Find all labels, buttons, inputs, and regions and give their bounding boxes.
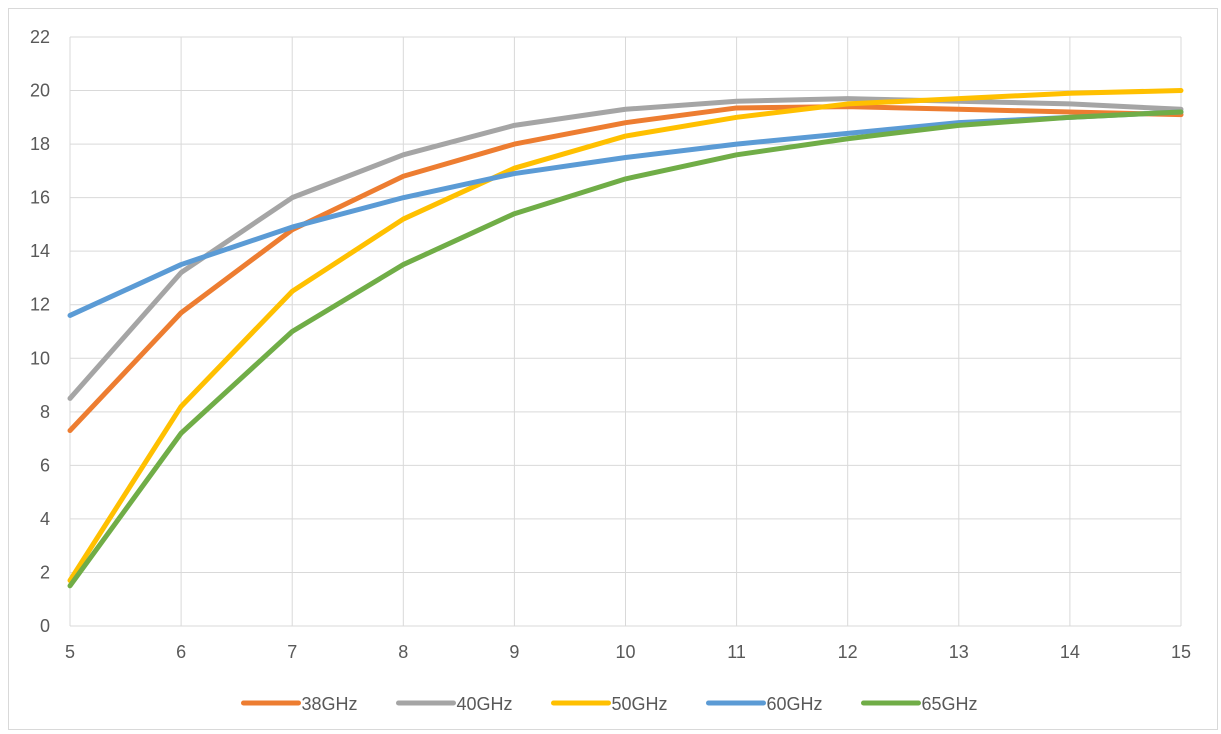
y-tick-label: 6 [40, 455, 50, 475]
x-tick-label: 9 [509, 642, 519, 662]
series-line-40ghz [67, 96, 1184, 401]
y-tick-label: 18 [30, 134, 50, 154]
x-tick-label: 15 [1171, 642, 1191, 662]
y-tick-label: 8 [40, 402, 50, 422]
x-tick-label: 14 [1060, 642, 1080, 662]
y-tick-label: 16 [30, 188, 50, 208]
y-tick-label: 22 [30, 27, 50, 47]
x-tick-label: 13 [949, 642, 969, 662]
series-line-65ghz [67, 109, 1184, 589]
y-tick-label: 12 [30, 295, 50, 315]
x-tick-label: 7 [287, 642, 297, 662]
legend-label: 40GHz [457, 694, 513, 714]
series-line-38ghz [67, 104, 1184, 434]
y-tick-label: 20 [30, 81, 50, 101]
x-tick-label: 10 [615, 642, 635, 662]
series-line-50ghz [67, 88, 1184, 583]
x-tick-label: 6 [176, 642, 186, 662]
y-tick-label: 0 [40, 616, 50, 636]
x-tick-label: 12 [838, 642, 858, 662]
legend-label: 50GHz [612, 694, 668, 714]
chart-frame [8, 8, 1218, 730]
y-tick-label: 2 [40, 562, 50, 582]
y-tick-label: 4 [40, 509, 50, 529]
legend-label: 60GHz [767, 694, 823, 714]
legend-label: 65GHz [922, 694, 978, 714]
x-tick-label: 11 [727, 642, 746, 662]
y-tick-label: 10 [30, 348, 50, 368]
x-tick-label: 5 [65, 642, 75, 662]
y-tick-label: 14 [30, 241, 50, 261]
legend-label: 38GHz [302, 694, 358, 714]
x-tick-label: 8 [398, 642, 408, 662]
